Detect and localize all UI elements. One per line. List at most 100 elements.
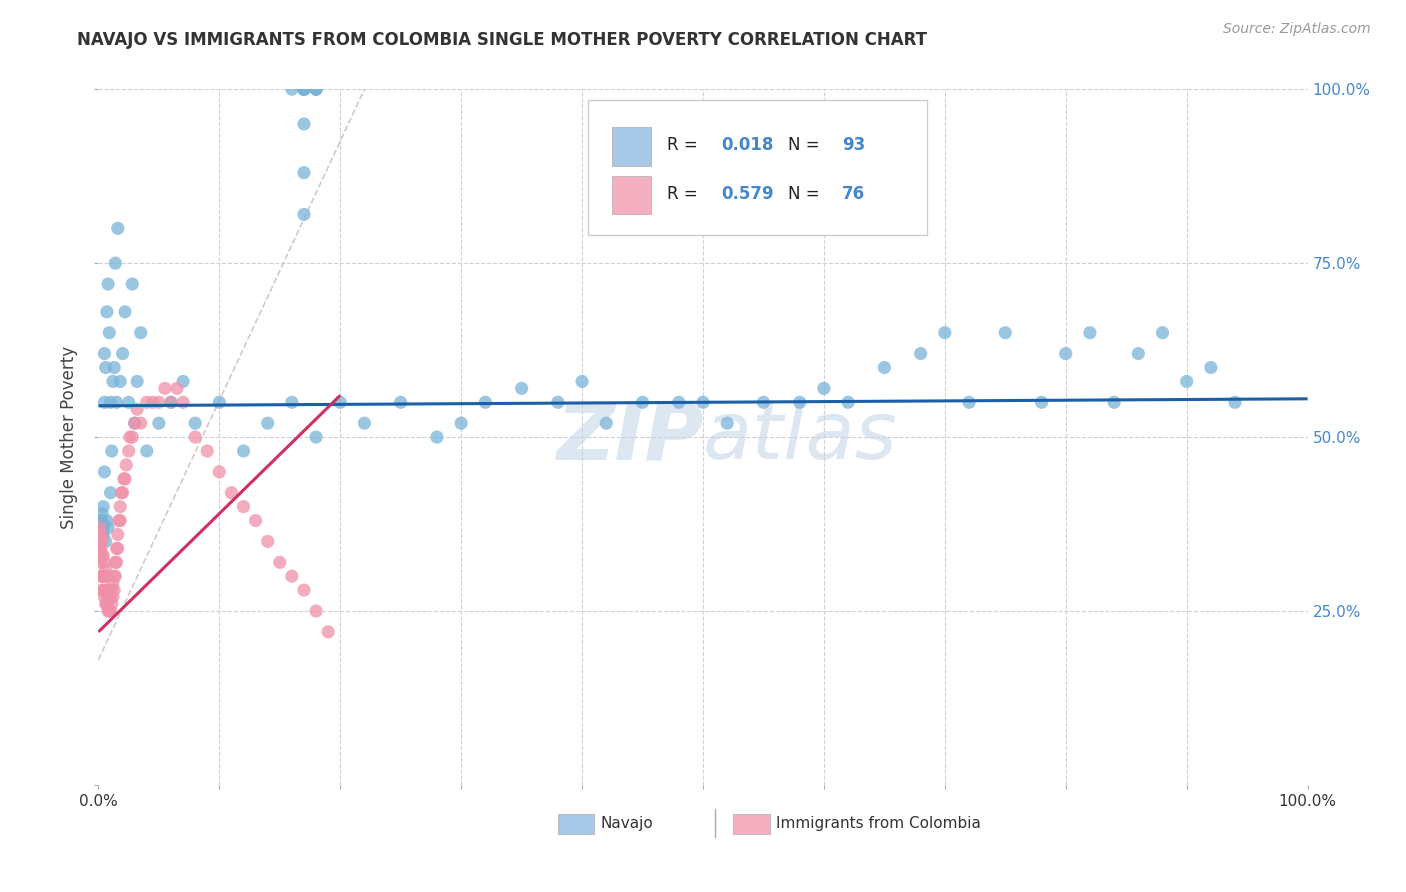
Text: Immigrants from Colombia: Immigrants from Colombia xyxy=(776,816,980,831)
Point xyxy=(353,416,375,430)
Point xyxy=(98,604,121,618)
Point xyxy=(160,395,183,409)
Point xyxy=(111,346,134,360)
Bar xyxy=(734,814,769,834)
Point xyxy=(89,549,111,563)
Point xyxy=(100,444,122,458)
Text: NAVAJO VS IMMIGRANTS FROM COLOMBIA SINGLE MOTHER POVERTY CORRELATION CHART: NAVAJO VS IMMIGRANTS FROM COLOMBIA SINGL… xyxy=(77,31,928,49)
Point xyxy=(91,520,114,534)
Point xyxy=(100,583,122,598)
Text: R =: R = xyxy=(666,185,703,202)
Point xyxy=(281,395,304,409)
Point xyxy=(107,541,129,556)
Point xyxy=(1078,326,1101,340)
Text: 0.018: 0.018 xyxy=(721,136,773,153)
Point xyxy=(813,381,835,395)
Point xyxy=(107,221,129,235)
Point xyxy=(1199,360,1222,375)
Point xyxy=(91,527,114,541)
Point xyxy=(292,207,315,221)
Point xyxy=(692,395,714,409)
Point xyxy=(789,395,811,409)
Point xyxy=(107,527,129,541)
Point xyxy=(103,360,125,375)
Point xyxy=(510,381,533,395)
Point xyxy=(1175,375,1198,389)
Point xyxy=(97,604,120,618)
Point xyxy=(101,375,124,389)
Point xyxy=(111,485,134,500)
Point xyxy=(91,549,114,563)
Point xyxy=(292,82,315,96)
Point xyxy=(873,360,896,375)
Point xyxy=(166,381,188,395)
Point xyxy=(114,472,136,486)
Point xyxy=(305,430,328,444)
Point xyxy=(105,555,128,569)
Point xyxy=(121,430,143,444)
Point xyxy=(292,82,315,96)
Point xyxy=(292,82,315,96)
Point xyxy=(90,534,112,549)
Point xyxy=(118,395,141,409)
Point xyxy=(316,624,339,639)
Point xyxy=(89,514,111,528)
Point xyxy=(96,583,118,598)
Point xyxy=(135,444,157,458)
Bar xyxy=(613,128,651,166)
Point xyxy=(101,590,124,604)
Point xyxy=(305,604,328,618)
Point xyxy=(934,326,956,340)
Point xyxy=(103,569,125,583)
Point xyxy=(93,346,115,360)
Point xyxy=(93,465,115,479)
Point xyxy=(91,520,114,534)
Point xyxy=(957,395,980,409)
Point xyxy=(115,458,138,472)
Point xyxy=(104,555,127,569)
Point xyxy=(93,395,115,409)
Point xyxy=(292,166,315,180)
Point xyxy=(127,375,149,389)
Point xyxy=(389,395,412,409)
Point xyxy=(91,569,114,583)
Point xyxy=(94,534,117,549)
Point xyxy=(1152,326,1174,340)
Point xyxy=(98,326,121,340)
Point xyxy=(91,500,114,514)
Point xyxy=(89,520,111,534)
Text: R =: R = xyxy=(666,136,703,153)
Text: N =: N = xyxy=(787,136,824,153)
Point xyxy=(1223,395,1246,409)
Point xyxy=(1031,395,1053,409)
Point xyxy=(184,416,207,430)
Point xyxy=(118,444,141,458)
Point xyxy=(305,82,328,96)
Text: Navajo: Navajo xyxy=(600,816,652,831)
Point xyxy=(195,444,218,458)
Point xyxy=(305,82,328,96)
Point xyxy=(329,395,352,409)
Point xyxy=(160,395,183,409)
Point xyxy=(305,82,328,96)
Point xyxy=(108,514,131,528)
FancyBboxPatch shape xyxy=(588,100,927,235)
Text: Source: ZipAtlas.com: Source: ZipAtlas.com xyxy=(1223,22,1371,37)
Point xyxy=(100,590,122,604)
Point xyxy=(292,82,315,96)
Point xyxy=(90,527,112,541)
Point xyxy=(94,583,117,598)
Point xyxy=(89,520,111,534)
Point xyxy=(281,569,304,583)
Point xyxy=(1054,346,1077,360)
Point xyxy=(96,597,118,611)
Point xyxy=(96,305,118,319)
Point xyxy=(94,360,117,375)
Text: 76: 76 xyxy=(842,185,865,202)
Point xyxy=(93,569,115,583)
Point xyxy=(292,82,315,96)
Point xyxy=(93,590,115,604)
Point xyxy=(89,541,111,556)
Point xyxy=(752,395,775,409)
Point xyxy=(668,395,690,409)
